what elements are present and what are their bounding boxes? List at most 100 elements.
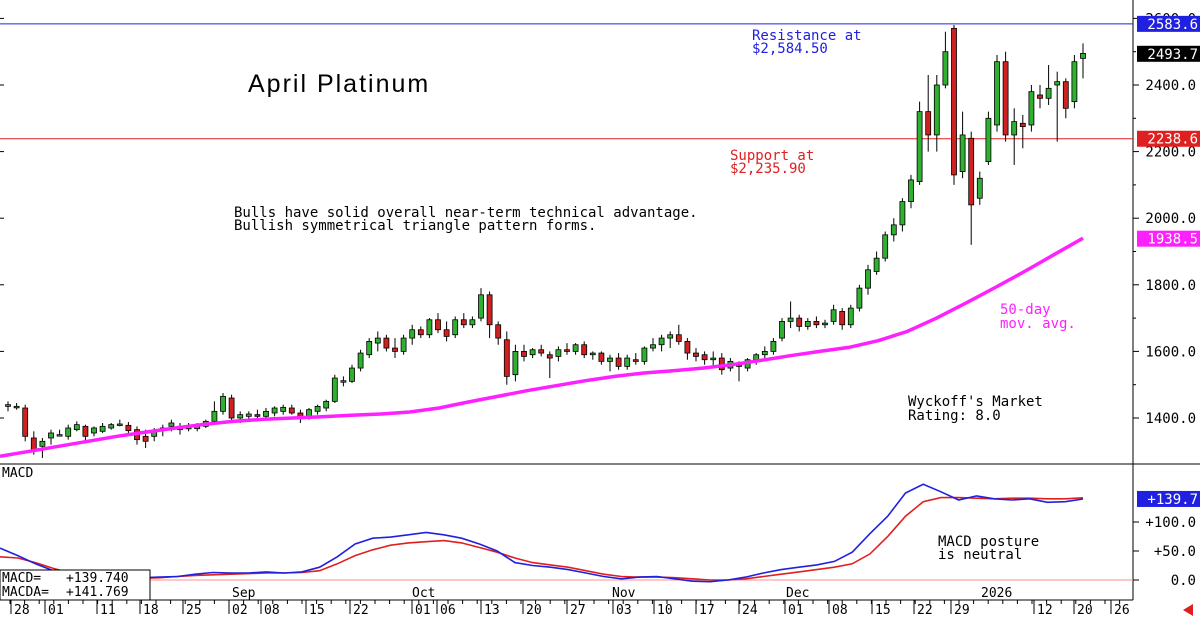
candle (392, 338, 398, 359)
candle (865, 264, 871, 295)
price-tick-label: 1800.0 (1145, 278, 1196, 294)
candle-body (443, 329, 450, 337)
candle-body (546, 354, 553, 359)
candlestick-series (5, 25, 1086, 458)
candle-body (280, 406, 287, 412)
candle (82, 424, 89, 443)
candle-body (56, 434, 63, 437)
scroll-left-arrow-icon[interactable] (1183, 604, 1193, 616)
candle-body (564, 349, 570, 352)
month-label: Sep (232, 586, 256, 601)
candle (684, 338, 691, 360)
candle (512, 344, 519, 382)
ma-label-line-1: 50-day (1000, 302, 1051, 318)
candle (804, 318, 811, 330)
candle (1037, 85, 1043, 109)
candle-body (951, 27, 957, 176)
candle-body (770, 341, 777, 352)
candle (718, 353, 725, 375)
candle (667, 331, 674, 349)
candle (134, 426, 140, 445)
candle-body (383, 337, 390, 349)
candle-body (753, 354, 760, 361)
candle-body (65, 427, 72, 437)
macd-axis: 0.0 +50.0 +100.0 +139.7 (1133, 490, 1200, 589)
macd-panel-title: MACD (2, 466, 33, 481)
candle-body (314, 405, 321, 412)
candle (228, 394, 235, 422)
candle (331, 374, 338, 404)
candle (108, 422, 115, 430)
macda-readout-label: MACDA= (2, 585, 49, 600)
date-tick-label: 15 (309, 603, 325, 618)
candle (91, 426, 97, 437)
candle (761, 346, 768, 360)
candle (607, 354, 613, 372)
macd-readout-value: +139.740 (66, 571, 129, 586)
candle (314, 404, 321, 415)
candle (658, 334, 665, 352)
resistance-note-line-1: Resistance at (752, 28, 862, 44)
candle-body (581, 344, 588, 356)
date-tick-label: 28 (14, 603, 30, 618)
candle-body (220, 395, 226, 412)
candle-body (245, 413, 252, 417)
macd-axis-box (1137, 490, 1200, 507)
candle-body (228, 397, 235, 419)
candle-body (830, 309, 837, 322)
candle (417, 326, 424, 339)
resistance-axis-box (1137, 15, 1200, 32)
candle-body (13, 405, 20, 409)
price-tick-label: 1400.0 (1145, 411, 1196, 427)
candle-body (675, 334, 682, 342)
candle-body (1019, 122, 1026, 128)
candle-body (99, 425, 106, 432)
support-note-line-2: $2,235.90 (730, 161, 806, 177)
candle (796, 314, 803, 332)
last-price-axis-box (1137, 45, 1200, 62)
candle-body (495, 324, 502, 339)
ma-line (0, 236, 1084, 459)
candle-body (73, 424, 80, 431)
month-label: 2026 (981, 586, 1012, 601)
commentary-line-1: Bulls have solid overall near-term techn… (234, 205, 698, 221)
candle (598, 351, 605, 365)
last-price-axis-label: 2493.7 (1147, 47, 1198, 63)
macda-readout-value: +141.769 (66, 585, 129, 600)
date-tick-label: 08 (264, 603, 280, 618)
date-tick-label: 01 (788, 603, 804, 618)
macd-note-line-2: is neutral (938, 547, 1022, 563)
candle-body (460, 319, 467, 326)
candle-body (340, 380, 347, 383)
candle-body (779, 321, 785, 339)
candle-body (985, 117, 992, 162)
date-tick-label: 24 (742, 603, 758, 618)
date-tick-label: 13 (484, 603, 500, 618)
candle (99, 422, 106, 433)
candle (349, 364, 355, 384)
candle-body (804, 321, 811, 327)
candle (787, 301, 794, 329)
candle-body (693, 352, 699, 357)
candle-body (684, 341, 691, 354)
candle-body (1080, 52, 1086, 59)
candle-body (142, 435, 149, 442)
candle (366, 338, 373, 359)
date-tick-label: 17 (699, 603, 715, 618)
price-tick-label: 2200.0 (1145, 145, 1196, 161)
date-tick-label: 03 (616, 603, 632, 618)
candle-body (650, 344, 656, 349)
candle-body (400, 337, 407, 352)
candle-body (925, 111, 932, 136)
candle (572, 343, 579, 355)
macd-tick-label: 0.0 (1171, 573, 1196, 589)
candle (426, 318, 433, 339)
candle (538, 344, 545, 357)
candle (521, 344, 527, 362)
date-tick-label: 26 (1114, 603, 1130, 618)
macd-tick-label: +50.0 (1154, 544, 1196, 560)
date-tick-label: 01 (415, 603, 431, 618)
candle (779, 318, 785, 342)
candle (271, 406, 278, 417)
